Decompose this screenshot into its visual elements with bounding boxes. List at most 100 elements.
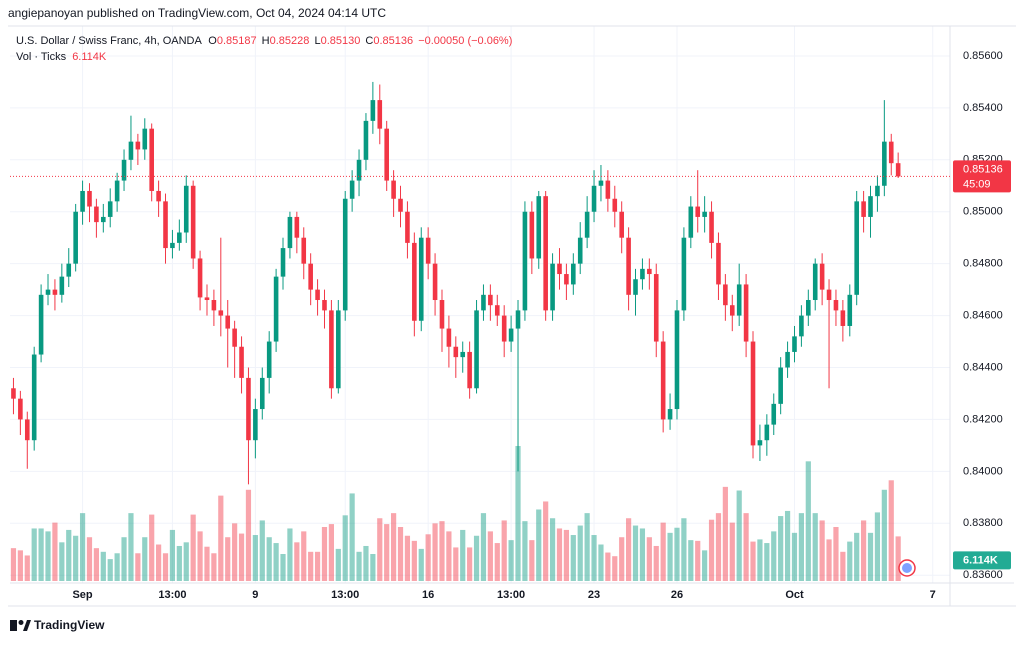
candle-body <box>667 409 673 420</box>
candle-body <box>197 258 203 298</box>
volume-bar <box>66 529 72 581</box>
volume-bar <box>819 520 825 581</box>
candle-body <box>315 289 320 301</box>
candle-body <box>557 263 562 275</box>
ohlc-value: 0.85136 <box>373 35 413 47</box>
volume-bar <box>695 540 701 581</box>
candle-body <box>239 346 244 378</box>
x-tick-label: Oct <box>785 589 804 601</box>
volume-bar <box>156 544 162 581</box>
volume-bar <box>460 529 466 581</box>
candle-body <box>695 206 701 217</box>
price-tag-countdown: 45:09 <box>963 178 991 190</box>
brand: TradingView <box>34 618 105 632</box>
volume-bar <box>612 556 618 581</box>
candle-body <box>571 263 576 285</box>
candle-body <box>854 201 859 295</box>
volume-bar <box>232 523 238 581</box>
volume-bar <box>162 553 169 581</box>
logo: TradingView <box>10 618 105 632</box>
byline: angiepanoyan published on TradingView.co… <box>8 6 386 20</box>
candle-body <box>73 211 78 264</box>
candle-body <box>273 276 279 342</box>
volume-bar <box>17 550 23 581</box>
volume-bar <box>169 529 176 581</box>
volume-bar <box>128 513 134 581</box>
volume-bar <box>556 528 563 581</box>
volume-bar <box>715 513 722 581</box>
volume-bar <box>149 514 155 581</box>
candle-body <box>87 190 92 207</box>
volume-bar <box>584 513 590 581</box>
ohlc-label: L <box>314 35 320 47</box>
candle-body <box>674 310 680 410</box>
volume-tag-value: 6.114K <box>963 554 998 566</box>
candle-body <box>868 196 873 217</box>
volume-bar <box>266 537 272 581</box>
volume-bar <box>218 495 224 581</box>
y-tick-label: 0.84600 <box>963 309 1003 321</box>
candle-body <box>702 211 707 217</box>
candle-body <box>840 310 846 326</box>
candle-body <box>736 284 742 316</box>
logo-mark <box>23 620 31 631</box>
volume-bar <box>259 520 265 581</box>
volume-bar <box>660 522 666 581</box>
volume-bar <box>190 514 196 581</box>
volume-bar <box>639 528 646 581</box>
volume-bar <box>73 535 79 581</box>
volume-bar <box>79 513 86 581</box>
volume-tag <box>953 551 1011 570</box>
candle-body <box>522 211 528 311</box>
candle-body <box>398 198 403 212</box>
volume-bar <box>667 532 673 581</box>
candle-body <box>425 237 431 264</box>
candle-body <box>135 141 141 150</box>
candle-body <box>660 341 666 420</box>
candle-body <box>591 185 597 212</box>
candle-body <box>529 211 535 259</box>
candle-body <box>11 388 16 399</box>
candle-body <box>24 419 30 441</box>
candle-body <box>177 232 182 243</box>
candle-body <box>861 201 866 217</box>
volume-bar <box>176 545 182 581</box>
candle-body <box>750 341 756 446</box>
candle-body <box>446 328 452 347</box>
candle-body <box>412 242 417 321</box>
volume-bar <box>771 531 777 581</box>
candle-body <box>439 300 445 329</box>
change-percent: (−0.06%) <box>467 35 512 47</box>
candle-body <box>225 315 231 329</box>
volume-bar <box>211 553 217 581</box>
candle-body <box>253 409 258 441</box>
ohlc-label: C <box>365 35 373 47</box>
candle-body <box>370 100 376 121</box>
volume-bar <box>895 536 901 581</box>
candle-body <box>792 336 797 352</box>
volume-bar <box>549 518 556 581</box>
volume-bar <box>522 521 528 581</box>
price-tag <box>953 160 1011 193</box>
symbol: U.S. Dollar / Swiss Franc, 4h, OANDA <box>16 35 202 47</box>
volume-bar <box>708 519 715 581</box>
candle-body <box>121 159 127 181</box>
y-tick-label: 0.84200 <box>963 413 1003 425</box>
candle-body <box>183 185 189 233</box>
volume-bar <box>10 548 17 581</box>
candle-body <box>246 377 251 441</box>
volume-bar <box>778 516 784 581</box>
volume-bar <box>736 490 742 581</box>
candle-body <box>18 398 23 420</box>
candle-body <box>771 403 777 425</box>
volume-bar <box>45 531 51 581</box>
candle-body <box>45 289 51 295</box>
candle-body <box>640 268 645 280</box>
x-tick-label: 23 <box>588 589 600 601</box>
volume-bar <box>743 513 749 581</box>
volume-bar <box>439 521 445 581</box>
candle-body <box>550 263 555 311</box>
y-tick-label: 0.85400 <box>963 102 1003 114</box>
